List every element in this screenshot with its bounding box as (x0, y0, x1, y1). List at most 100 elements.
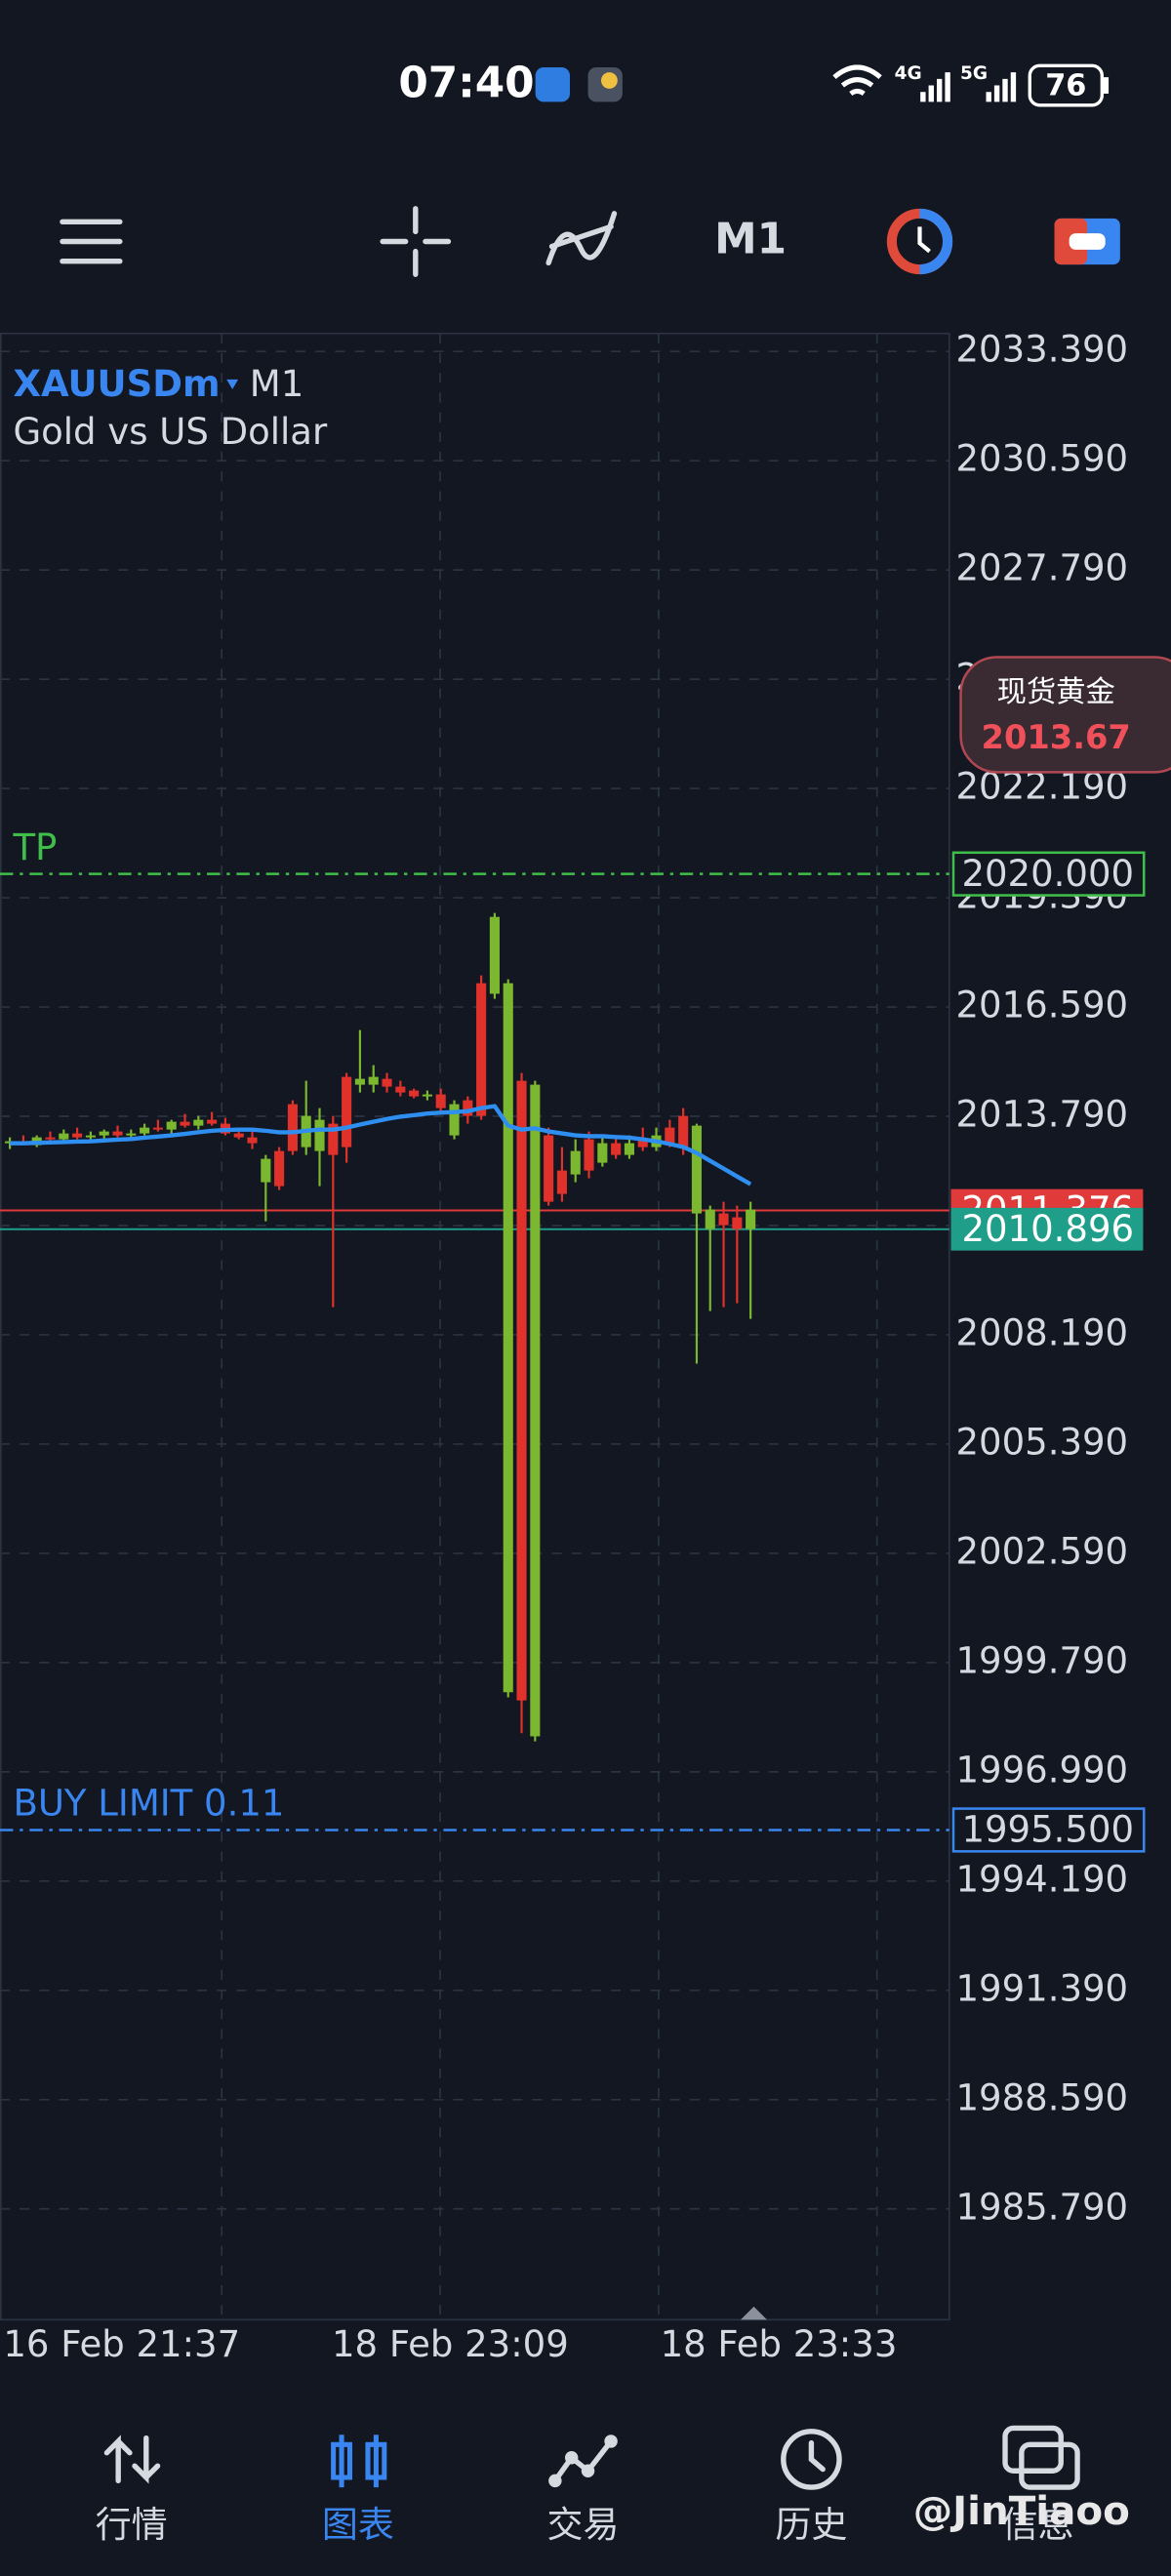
timeframe-button[interactable]: M1 (714, 214, 787, 263)
candle-body (409, 1090, 420, 1097)
candle-body (354, 1078, 365, 1085)
candle-body (678, 1115, 689, 1147)
x-tick-label: 18 Feb 23:33 (661, 2323, 898, 2365)
candle-body (85, 1135, 96, 1138)
symbol[interactable]: XAUUSDm (13, 363, 220, 405)
y-tick-label: 2002.590 (956, 1530, 1129, 1572)
y-tick-label: 1996.990 (956, 1749, 1129, 1791)
candle-body (435, 1094, 446, 1108)
crosshair-button[interactable] (380, 206, 452, 277)
candle-body (287, 1104, 298, 1151)
candle-body (516, 1080, 527, 1701)
quote-badge (959, 656, 1171, 774)
weather-sun (600, 72, 618, 89)
battery-level: 76 (1045, 69, 1086, 103)
clock: 07:40 (398, 59, 534, 108)
candle-body (99, 1131, 109, 1136)
bottom-nav: 行情 图表 交易 历史 信息 @JinTiaoo (96, 2425, 1130, 2546)
y-tick-label: 1999.790 (956, 1639, 1129, 1681)
quote-price: 2013.67 (982, 718, 1131, 756)
candle-body (489, 916, 500, 994)
candle-body (207, 1119, 218, 1124)
trade-button[interactable] (1054, 218, 1120, 265)
candle-body (395, 1086, 406, 1093)
candle-body (422, 1094, 432, 1097)
candle-body (261, 1158, 271, 1183)
nav-label: 历史 (775, 2504, 847, 2546)
candle-body (691, 1125, 702, 1214)
quick-trade-button[interactable] (886, 208, 953, 275)
chart-frame (0, 332, 950, 2321)
candle-body (180, 1121, 190, 1126)
nav-history[interactable]: 历史 (775, 2429, 847, 2546)
ask-price: 2010.896 (961, 1208, 1134, 1250)
wifi-icon (832, 64, 882, 97)
candle-body (368, 1076, 379, 1085)
candle-body (342, 1076, 352, 1147)
candle-body (112, 1131, 123, 1136)
candle-body (193, 1119, 204, 1126)
nav-label: 行情 (96, 2504, 168, 2546)
candle-body (382, 1078, 392, 1087)
candle-body (718, 1213, 729, 1226)
candle-body (247, 1137, 258, 1144)
order-level-badge (951, 1807, 1146, 1853)
candle-body (584, 1139, 594, 1171)
candle-body (705, 1209, 715, 1229)
candle-body (503, 983, 513, 1693)
app-icon (535, 67, 571, 102)
chart: 2033.3902030.5902027.7902024.9902022.190… (0, 329, 1171, 2365)
symbol-dropdown[interactable] (226, 379, 239, 390)
quote-name: 现货黄金 (997, 675, 1115, 709)
scroll-marker[interactable] (741, 2306, 767, 2320)
nav-messages[interactable]: 信息 (1002, 2425, 1080, 2546)
candle-body (166, 1121, 177, 1130)
nav-label: 图表 (322, 2504, 394, 2546)
y-tick-label: 2027.790 (956, 547, 1129, 589)
network-label: 5G (960, 63, 988, 84)
candle-body (152, 1127, 163, 1130)
nav-quotes[interactable]: 行情 (96, 2435, 168, 2546)
order-level-price: 1995.500 (961, 1809, 1134, 1851)
candle-body (126, 1133, 137, 1136)
candle-body (665, 1127, 675, 1144)
candle-body (463, 1100, 473, 1116)
toolbar: M1 (60, 206, 1120, 277)
signal-icon (920, 72, 950, 102)
candle-body (314, 1119, 325, 1151)
y-tick-label: 2005.390 (956, 1421, 1129, 1463)
y-tick-label: 1994.190 (956, 1858, 1129, 1900)
candle-body (45, 1137, 56, 1140)
order-level-name: TP (12, 826, 57, 868)
nav-trade[interactable]: 交易 (546, 2435, 619, 2546)
candle-body (72, 1133, 83, 1138)
candle-body (59, 1133, 69, 1140)
nav-label: 信息 (1002, 2504, 1074, 2546)
candle-body (637, 1139, 648, 1147)
battery (1028, 63, 1104, 107)
y-tick-label: 2013.790 (956, 1094, 1129, 1136)
indicators-button[interactable] (545, 211, 618, 266)
y-tick-label: 1988.590 (956, 2076, 1129, 2118)
candle-body (140, 1127, 150, 1134)
menu-button[interactable] (60, 219, 123, 264)
chart-timeframe: M1 (250, 363, 303, 405)
x-tick-label: 18 Feb 23:09 (332, 2323, 569, 2365)
candle-body (328, 1123, 339, 1155)
y-tick-label: 2008.190 (956, 1311, 1129, 1353)
candle-body (570, 1150, 581, 1175)
candle-body (449, 1104, 460, 1136)
network-label: 4G (895, 63, 922, 84)
candle-body (556, 1170, 567, 1194)
y-tick-label: 1991.390 (956, 1967, 1129, 2009)
candle-body (624, 1143, 634, 1155)
signal-icon (986, 72, 1017, 102)
ask-badge (950, 1207, 1144, 1251)
candle-body (233, 1133, 244, 1138)
y-tick-label: 2030.590 (956, 438, 1129, 480)
nav-chart[interactable]: 图表 (322, 2435, 394, 2546)
symbol-description: Gold vs US Dollar (13, 411, 328, 453)
order-level-name: BUY LIMIT 0.11 (13, 1783, 284, 1825)
y-tick-label: 2016.590 (956, 985, 1129, 1026)
